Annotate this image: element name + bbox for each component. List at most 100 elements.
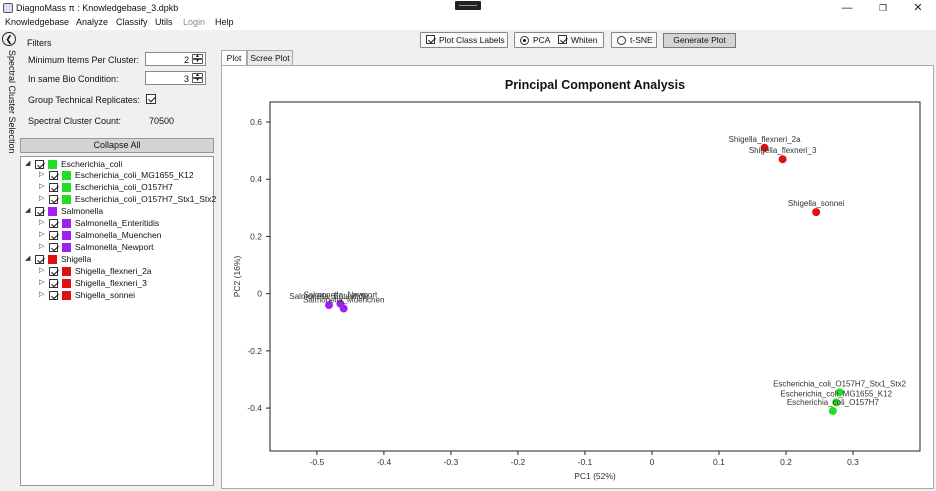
tree-item-label: Shigella_flexneri_3 — [75, 278, 147, 288]
tree-item-label: Shigella — [61, 254, 92, 264]
expand-arrow-icon[interactable]: ▷ — [39, 231, 45, 238]
whiten-checkbox[interactable] — [558, 35, 567, 44]
expand-arrow-icon[interactable]: ▷ — [39, 291, 45, 298]
bio-condition-value: 3 — [183, 74, 189, 84]
data-point — [324, 301, 333, 310]
color-swatch — [62, 183, 71, 192]
color-swatch — [62, 195, 71, 204]
min-items-stepper[interactable]: 2 ▲ ▼ — [145, 52, 206, 66]
cluster-tree: ◢ Escherichia_coli ▷ Escherichia_coli_MG16… — [20, 156, 217, 486]
chevron-left-icon[interactable]: ❮ — [2, 32, 16, 46]
menu-knowledgebase[interactable]: Knowledgebase — [5, 17, 70, 27]
tree-checkbox[interactable] — [49, 195, 58, 204]
chevron-down-icon[interactable]: ▼ — [192, 59, 203, 64]
tab-plot[interactable]: Plot — [221, 50, 247, 66]
bio-condition-stepper[interactable]: 3 ▲ ▼ — [145, 71, 206, 85]
color-swatch — [48, 255, 57, 264]
menu-utils[interactable]: Utils — [155, 17, 173, 27]
y-tick-label: 0.2 — [250, 231, 262, 241]
expand-arrow-icon[interactable]: ◢ — [25, 160, 31, 167]
whiten-label: Whiten — [571, 35, 598, 45]
expand-arrow-icon[interactable]: ◢ — [25, 207, 31, 214]
close-icon[interactable]: ✕ — [913, 2, 923, 14]
tree-checkbox[interactable] — [49, 267, 58, 276]
tree-checkbox[interactable] — [35, 255, 44, 264]
menu-classify[interactable]: Classify — [116, 17, 148, 27]
plot-class-labels-checkbox[interactable] — [426, 35, 435, 44]
plot-class-labels-label: Plot Class Labels — [439, 35, 505, 45]
tree-item-label: Escherichia_coli_O157H7_Stx1_Stx2 — [75, 194, 217, 204]
app-icon — [3, 3, 13, 13]
tsne-radio[interactable] — [617, 36, 626, 45]
data-point — [778, 155, 787, 164]
tree-checkbox[interactable] — [49, 279, 58, 288]
x-tick-label: -0.3 — [444, 457, 459, 467]
color-swatch — [62, 243, 71, 252]
menu-help[interactable]: Help — [215, 17, 234, 27]
data-point — [760, 143, 769, 152]
expand-arrow-icon[interactable]: ▷ — [39, 171, 45, 178]
minimize-icon[interactable]: — — [841, 2, 853, 14]
sidebar-vertical-label[interactable]: Spectral Cluster Selection — [7, 50, 17, 154]
y-axis-label: PC2 (16%) — [232, 256, 242, 298]
tree-item-label: Escherichia_coli_O157H7 — [75, 182, 173, 192]
filters-title: Filters — [27, 38, 52, 48]
tree-checkbox[interactable] — [49, 219, 58, 228]
x-tick-label: 0.3 — [847, 457, 859, 467]
tree-item-label: Escherichia_coli_MG1655_K12 — [75, 170, 194, 180]
tree-checkbox[interactable] — [49, 231, 58, 240]
chevron-down-icon[interactable]: ▼ — [192, 78, 203, 83]
tree-checkbox[interactable] — [35, 207, 44, 216]
group-replicates-checkbox[interactable] — [146, 94, 156, 104]
color-swatch — [62, 267, 71, 276]
data-point-label: Shigella_flexneri_3 — [749, 146, 817, 155]
tree-checkbox[interactable] — [49, 243, 58, 252]
tree-checkbox[interactable] — [35, 160, 44, 169]
data-point — [835, 388, 844, 397]
x-tick-label: -0.2 — [511, 457, 526, 467]
data-point-label: Escherichia_coli_O157H7 — [787, 398, 880, 407]
expand-arrow-icon[interactable]: ▷ — [39, 219, 45, 226]
generate-plot-button[interactable]: Generate Plot — [663, 33, 736, 48]
window-title: DiagnoMass π : Knowledgebase_3.dpkb — [16, 3, 179, 13]
menu-bar: Knowledgebase Analyze Classify Utils Log… — [0, 16, 936, 30]
tab-scree-plot[interactable]: Scree Plot — [247, 50, 293, 66]
drag-handle-icon[interactable] — [455, 1, 481, 10]
restore-icon[interactable]: ❐ — [878, 3, 888, 13]
collapse-all-button[interactable]: Collapse All — [20, 138, 214, 153]
menu-analyze[interactable]: Analyze — [76, 17, 109, 27]
expand-arrow-icon[interactable]: ▷ — [39, 243, 45, 250]
data-point-label: Shigella_sonnei — [788, 199, 845, 208]
y-tick-label: 0.6 — [250, 117, 262, 127]
min-items-value: 2 — [183, 55, 189, 65]
menu-login: Login — [183, 17, 206, 27]
y-tick-label: -0.2 — [247, 346, 262, 356]
expand-arrow-icon[interactable]: ▷ — [39, 279, 45, 286]
data-point — [339, 304, 348, 313]
pca-scatter-chart: Principal Component Analysis -0.5 -0.4 -0.3… — [232, 78, 921, 481]
x-tick-label: 0.1 — [713, 457, 725, 467]
color-swatch — [62, 279, 71, 288]
pca-label: PCA — [533, 35, 551, 45]
plot-class-labels-toggle[interactable]: Plot Class Labels — [420, 32, 508, 48]
color-swatch — [48, 160, 57, 169]
expand-arrow-icon[interactable]: ▷ — [39, 195, 45, 202]
data-point-label: Shigella_flexneri_2a — [729, 135, 802, 144]
pca-radio[interactable] — [520, 36, 529, 45]
expand-arrow-icon[interactable]: ◢ — [25, 255, 31, 262]
tree-item-label: Salmonella_Enteritidis — [75, 218, 160, 228]
tree-checkbox[interactable] — [49, 171, 58, 180]
tree-item-label: Shigella_sonnei — [75, 290, 136, 300]
y-tick-label: 0 — [257, 289, 262, 299]
plot-frame — [269, 101, 921, 452]
tree-checkbox[interactable] — [49, 183, 58, 192]
color-swatch — [62, 231, 71, 240]
chart-title: Principal Component Analysis — [505, 78, 685, 92]
chevron-up-icon[interactable]: ▲ — [192, 54, 203, 59]
expand-arrow-icon[interactable]: ▷ — [39, 267, 45, 274]
color-swatch — [62, 291, 71, 300]
tree-checkbox[interactable] — [49, 291, 58, 300]
data-point-label: Escherichia_coli_MG1655_K12 — [780, 389, 892, 398]
chevron-up-icon[interactable]: ▲ — [192, 73, 203, 78]
expand-arrow-icon[interactable]: ▷ — [39, 183, 45, 190]
